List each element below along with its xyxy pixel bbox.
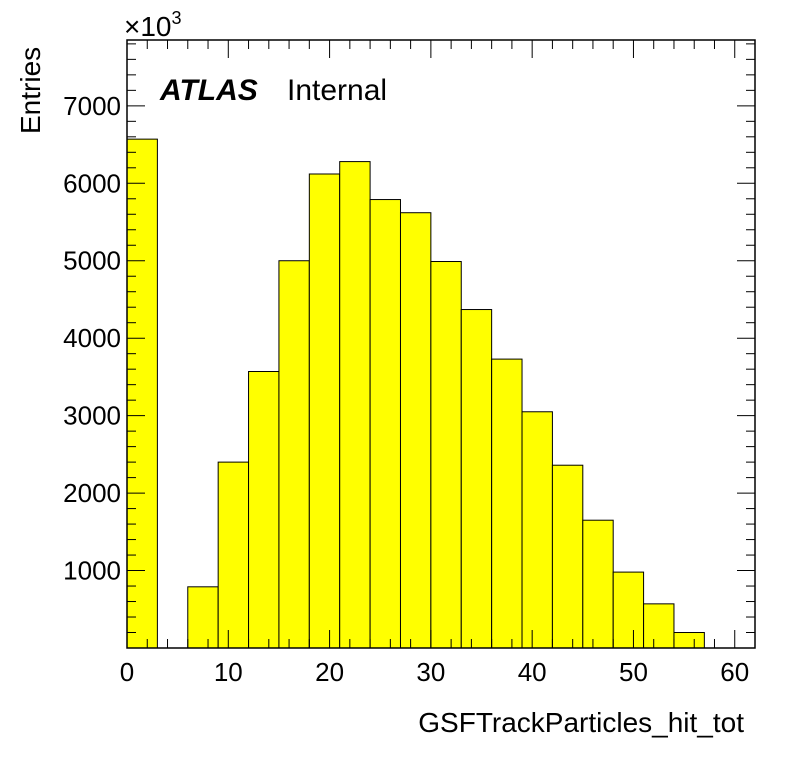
y-tick-label: 1000 xyxy=(63,556,121,586)
internal-label: Internal xyxy=(287,74,387,107)
histogram-bar xyxy=(521,411,553,649)
x-tick-label: 50 xyxy=(619,657,648,687)
y-tick-labels: 1000 2000 3000 4000 5000 6000 7000 xyxy=(63,91,121,586)
histogram-bar xyxy=(582,519,614,649)
histogram-bar xyxy=(643,603,675,649)
axis-ticks xyxy=(126,40,756,648)
histogram-bar xyxy=(126,138,158,649)
y-scale-exponent: 3 xyxy=(172,8,182,28)
x-tick-label: 20 xyxy=(315,657,344,687)
histogram-bar xyxy=(399,212,432,649)
plot-frame xyxy=(126,39,756,649)
histogram-bar xyxy=(248,370,280,649)
histogram-bar xyxy=(187,586,219,649)
y-tick-label: 6000 xyxy=(63,168,121,198)
histogram-bar xyxy=(491,358,523,649)
histogram-bar xyxy=(551,464,584,649)
histogram-bar xyxy=(673,632,705,649)
histogram-bar xyxy=(308,173,341,649)
histogram-bar xyxy=(460,309,493,649)
histogram-bar xyxy=(217,461,250,649)
y-tick-label: 7000 xyxy=(63,91,121,121)
atlas-label: ATLAS xyxy=(159,74,258,107)
x-tick-labels: 0 10 20 30 40 50 60 xyxy=(120,657,749,687)
x-axis-title: GSFTrackParticles_hit_tot xyxy=(418,707,744,738)
x-tick-label: 40 xyxy=(518,657,547,687)
x-tick-label: 10 xyxy=(214,657,243,687)
histogram-bar xyxy=(369,199,401,649)
histogram-bar xyxy=(339,161,371,649)
y-tick-label: 5000 xyxy=(63,246,121,276)
histogram-bar xyxy=(612,571,645,649)
y-tick-label: 2000 xyxy=(63,478,121,508)
y-axis-title: Entries xyxy=(15,47,46,134)
x-tick-label: 0 xyxy=(120,657,134,687)
histogram-bar xyxy=(430,261,462,649)
x-tick-label: 30 xyxy=(416,657,445,687)
y-scale-multiplier: ×103 xyxy=(124,8,182,42)
histogram-bar xyxy=(278,260,310,649)
y-tick-label: 3000 xyxy=(63,401,121,431)
x-tick-label: 60 xyxy=(720,657,749,687)
histogram-bars xyxy=(126,138,705,649)
y-tick-label: 4000 xyxy=(63,323,121,353)
